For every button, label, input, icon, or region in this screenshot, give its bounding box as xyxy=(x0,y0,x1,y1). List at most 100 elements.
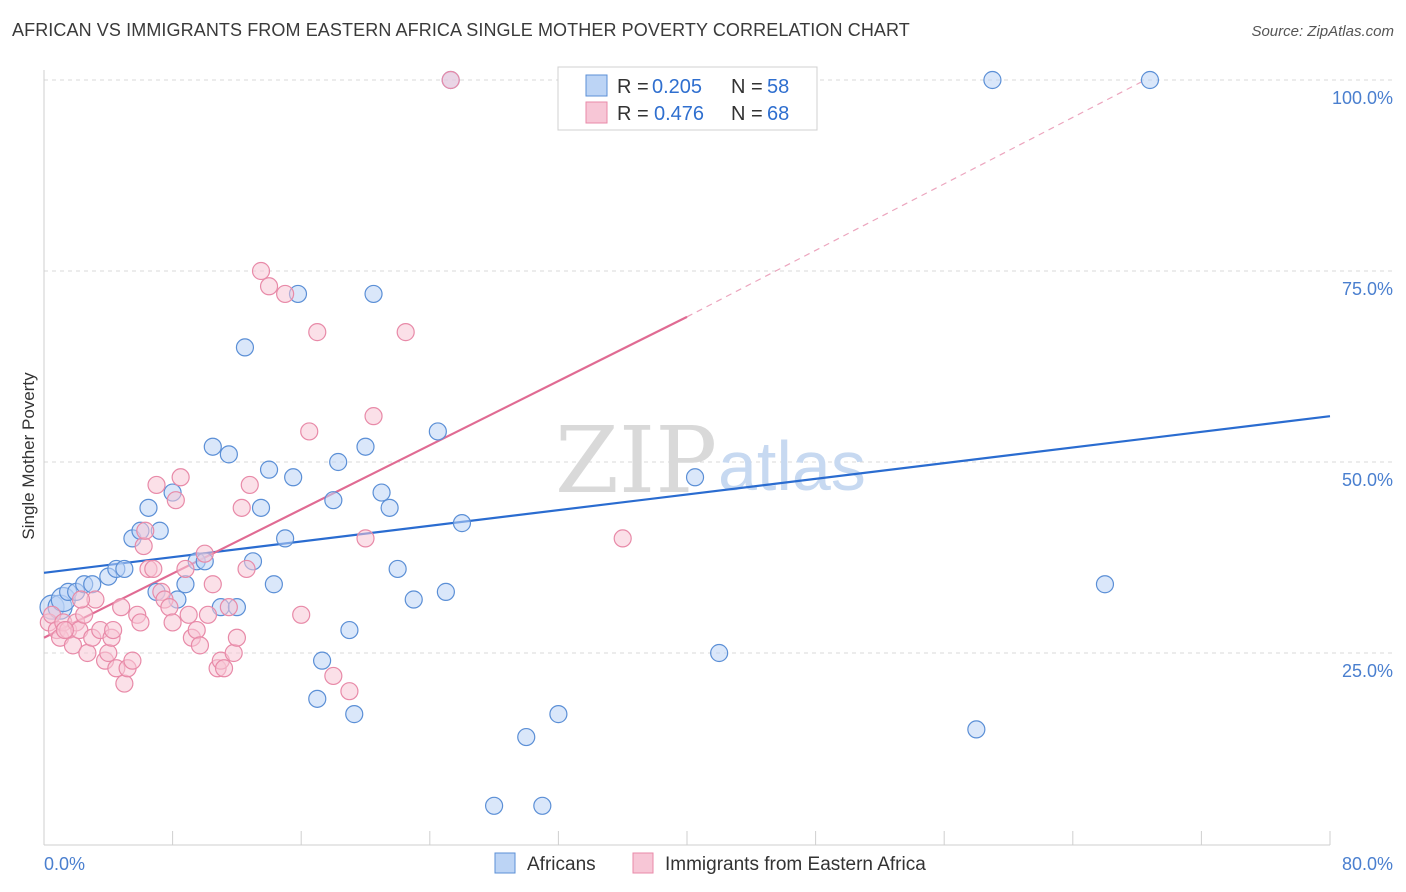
point-immigrants-9 xyxy=(75,605,94,624)
point-immigrants-15 xyxy=(99,643,118,663)
point-immigrants-26 xyxy=(144,559,163,579)
point-africans-42 xyxy=(388,559,407,579)
point-africans-20 xyxy=(203,437,222,456)
point-africans-54 xyxy=(1095,575,1115,594)
point-immigrants-53 xyxy=(276,284,295,304)
point-africans-33 xyxy=(312,651,332,670)
point-africans-44 xyxy=(428,422,447,441)
point-africans-57 xyxy=(1140,70,1160,90)
point-immigrants-31 xyxy=(163,613,182,632)
y-tick-label-75: 75.0% xyxy=(1342,279,1393,299)
point-immigrants-33 xyxy=(171,468,190,487)
y-axis-title: Single Mother Poverty xyxy=(19,372,38,540)
point-immigrants-19 xyxy=(115,674,134,693)
point-immigrants-41 xyxy=(203,575,222,594)
point-africans-45 xyxy=(436,582,455,601)
point-africans-9 xyxy=(115,559,134,579)
bottom-legend-africans: Africans xyxy=(527,854,596,875)
point-africans-43 xyxy=(404,590,423,609)
y-tick-label-100: 100.0% xyxy=(1332,88,1393,108)
point-immigrants-32 xyxy=(166,491,185,510)
point-africans-35 xyxy=(329,452,348,472)
point-immigrants-38 xyxy=(190,636,210,655)
chart-title: AFRICAN VS IMMIGRANTS FROM EASTERN AFRIC… xyxy=(12,20,910,40)
top-legend: R = 0.205 N = 58 R = 0.476 N = 68 xyxy=(557,66,818,131)
point-africans-24 xyxy=(235,338,255,357)
point-immigrants-55 xyxy=(300,422,319,441)
point-immigrants-61 xyxy=(396,323,415,342)
trend-line-immigrants-extension xyxy=(686,79,1146,318)
point-immigrants-50 xyxy=(240,475,259,495)
watermark-atlas: atlas xyxy=(718,427,866,505)
point-immigrants-18 xyxy=(112,598,131,617)
legend-africans-n-label: N = xyxy=(731,76,763,98)
point-immigrants-46 xyxy=(224,643,243,663)
point-immigrants-30 xyxy=(160,598,179,617)
point-africans-6 xyxy=(83,575,102,594)
point-immigrants-51 xyxy=(251,261,271,281)
trend-lines xyxy=(43,79,1331,639)
point-immigrants-52 xyxy=(259,277,279,296)
point-immigrants-47 xyxy=(227,628,246,647)
point-africans-26 xyxy=(251,498,271,517)
point-africans-46 xyxy=(452,514,472,533)
point-immigrants-56 xyxy=(308,323,327,342)
point-africans-17 xyxy=(176,575,195,594)
point-immigrants-40 xyxy=(198,605,218,624)
point-immigrants-65 xyxy=(136,521,155,540)
point-africans-37 xyxy=(345,705,364,724)
trend-line-immigrants xyxy=(43,315,688,639)
point-immigrants-34 xyxy=(176,559,195,579)
bottom-legend-immigrants: Immigrants from Eastern Africa xyxy=(665,854,926,875)
point-africans-36 xyxy=(340,620,359,640)
point-immigrants-63 xyxy=(613,529,632,548)
point-africans-29 xyxy=(276,529,295,548)
x-tick-min: 0.0% xyxy=(44,854,85,874)
x-tick-max: 80.0% xyxy=(1342,854,1393,874)
point-immigrants-60 xyxy=(364,407,383,426)
point-africans-30 xyxy=(284,468,303,487)
point-immigrants-24 xyxy=(134,536,153,556)
point-immigrants-49 xyxy=(237,559,256,579)
point-immigrants-44 xyxy=(214,659,234,678)
point-immigrants-6 xyxy=(63,636,83,655)
bottom-legend: Africans Immigrants from Eastern Africa xyxy=(494,852,926,875)
point-immigrants-37 xyxy=(187,620,206,640)
point-africans-49 xyxy=(533,796,552,815)
legend-immigrants-n-label: N = xyxy=(731,103,763,125)
point-africans-40 xyxy=(372,483,391,502)
point-immigrants-23 xyxy=(131,613,150,632)
point-immigrants-58 xyxy=(340,682,359,701)
point-africans-47 xyxy=(485,796,504,815)
legend-africans-r-label: R = xyxy=(617,76,649,98)
axes xyxy=(43,70,1331,846)
legend-immigrants-n-value: 68 xyxy=(767,103,789,125)
y-tick-label-25: 25.0% xyxy=(1342,661,1393,681)
legend-swatch-africans xyxy=(585,74,608,97)
point-immigrants-39 xyxy=(195,544,214,563)
point-africans-56 xyxy=(983,70,1002,90)
trend-line-africans xyxy=(43,415,1331,574)
point-immigrants-67 xyxy=(55,620,74,640)
point-africans-22 xyxy=(219,445,238,464)
point-immigrants-57 xyxy=(324,666,343,686)
legend-immigrants-r-label: R = xyxy=(617,103,649,125)
point-immigrants-35 xyxy=(179,605,198,624)
point-immigrants-59 xyxy=(356,529,375,548)
source-label: Source: ZipAtlas.com xyxy=(1251,23,1394,40)
y-tick-labels: 25.0% 50.0% 75.0% 100.0% xyxy=(1332,88,1393,681)
point-africans-12 xyxy=(139,498,158,517)
legend-africans-n-value: 58 xyxy=(767,76,789,98)
point-africans-41 xyxy=(380,498,399,517)
point-africans-27 xyxy=(259,460,279,479)
watermark-zip: ZIP xyxy=(555,407,717,514)
point-immigrants-45 xyxy=(219,598,238,617)
point-africans-28 xyxy=(264,575,283,594)
point-immigrants-48 xyxy=(232,498,251,517)
legend-africans-r-value: 0.205 xyxy=(652,76,702,98)
bottom-legend-swatch-immigrants xyxy=(632,852,654,874)
point-africans-52 xyxy=(710,643,729,663)
point-africans-38 xyxy=(356,437,375,456)
point-africans-50 xyxy=(549,705,568,724)
